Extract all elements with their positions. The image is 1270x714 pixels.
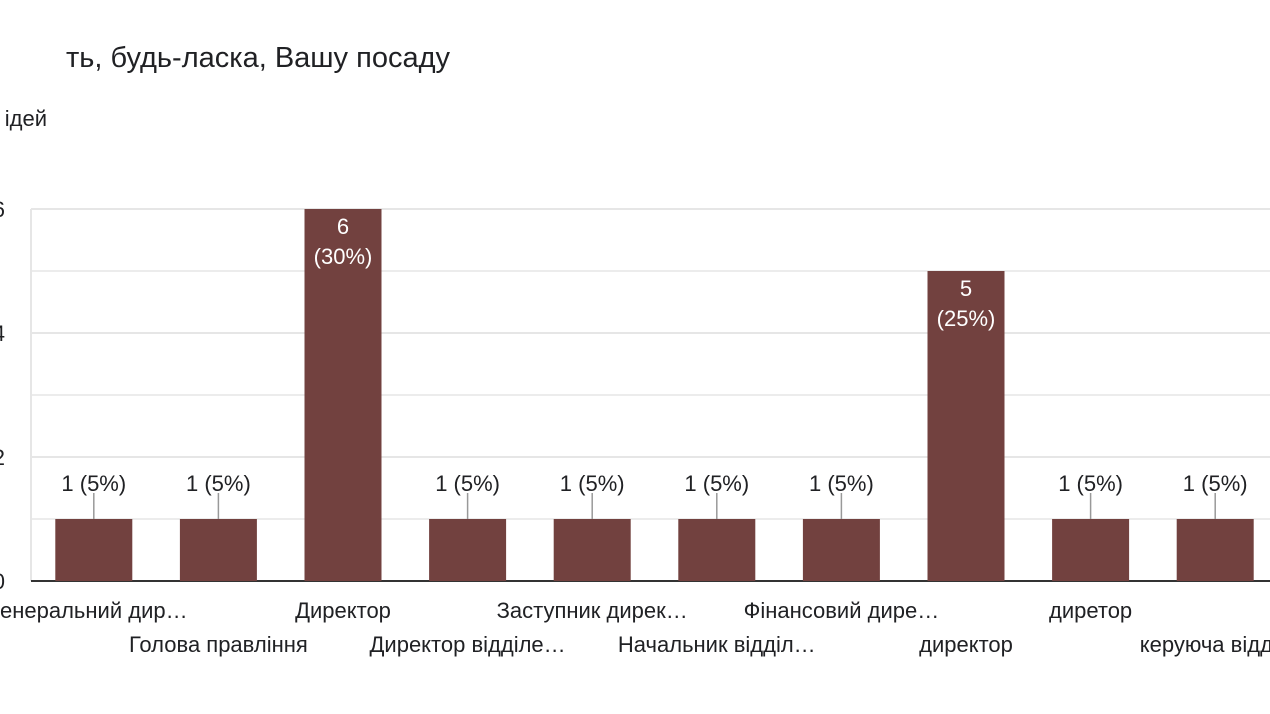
bar bbox=[553, 519, 631, 581]
x-tick-label: Заступник дирек… bbox=[497, 598, 688, 623]
chart-subtitle: ідей bbox=[4, 106, 47, 131]
data-label: 1 (5%) bbox=[1183, 471, 1248, 496]
data-label: 1 (5%) bbox=[435, 471, 500, 496]
data-label: (30%) bbox=[314, 244, 373, 269]
data-label: 1 (5%) bbox=[61, 471, 126, 496]
bar bbox=[927, 271, 1005, 581]
chart-title: ть, будь-ласка, Вашу посаду bbox=[66, 42, 450, 74]
data-label: 6 bbox=[337, 214, 349, 239]
bar bbox=[678, 519, 756, 581]
y-axis-labels: 0 2 4 6 bbox=[0, 197, 5, 594]
x-tick-label: директор bbox=[919, 632, 1013, 657]
bars bbox=[55, 209, 1254, 581]
y-tick-label: 6 bbox=[0, 197, 5, 222]
bar bbox=[55, 519, 133, 581]
data-label: 1 (5%) bbox=[684, 471, 749, 496]
x-tick-label: Начальник відділ… bbox=[618, 632, 816, 657]
x-axis-labels: енеральний дир… Голова правління Директор Д… bbox=[0, 598, 1270, 657]
data-label: 1 (5%) bbox=[560, 471, 625, 496]
x-tick-label: Директор відділе… bbox=[370, 632, 566, 657]
x-tick-label: диретор bbox=[1049, 598, 1132, 623]
y-tick-label: 4 bbox=[0, 321, 5, 346]
x-tick-label: керуюча відділ bbox=[1140, 632, 1270, 657]
bar bbox=[802, 519, 880, 581]
x-tick-label: Голова правління bbox=[129, 632, 308, 657]
data-label: 5 bbox=[960, 276, 972, 301]
x-tick-label: Фінансовий дире… bbox=[744, 598, 940, 623]
data-label: 1 (5%) bbox=[809, 471, 874, 496]
data-label: 1 (5%) bbox=[1058, 471, 1123, 496]
y-tick-label: 2 bbox=[0, 445, 5, 470]
bar bbox=[1052, 519, 1130, 581]
bar bbox=[429, 519, 507, 581]
x-tick-label: Директор bbox=[295, 598, 391, 623]
data-label: 1 (5%) bbox=[186, 471, 251, 496]
data-label: (25%) bbox=[937, 306, 996, 331]
bar bbox=[304, 209, 382, 581]
bar bbox=[179, 519, 257, 581]
data-labels: 1 (5%) 1 (5%) 6 (30%) 1 (5%) 1 (5%) 1 (5%) 1 (5… bbox=[61, 214, 1248, 519]
y-tick-label: 0 bbox=[0, 569, 5, 594]
x-tick-label: енеральний дир… bbox=[0, 598, 188, 623]
bar bbox=[1176, 519, 1254, 581]
